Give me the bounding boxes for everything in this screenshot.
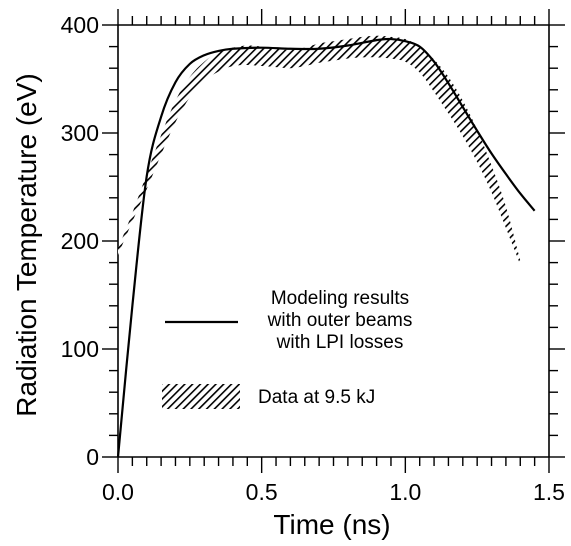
y-tick-label: 100 [61,336,99,362]
x-tick-label: 0.5 [246,479,278,505]
axis-ticks [102,9,565,473]
y-tick-labels: 0 100 200 300 400 [61,12,99,470]
y-tick-label: 400 [61,12,99,38]
y-axis-label: Radiation Temperature (eV) [11,73,42,416]
x-tick-label: 1.5 [533,479,565,505]
y-tick-label: 0 [86,444,99,470]
legend-model-label: with LPI losses [276,332,404,353]
x-tick-labels: 0.0 0.5 1.0 1.5 [102,479,565,505]
x-tick-label: 1.0 [389,479,421,505]
model-line-layer [116,37,536,458]
legend-model-label: Modeling results [271,288,409,309]
x-tick-label: 0.0 [102,479,134,505]
model-line [116,37,536,458]
legend-band-sample [162,384,240,409]
y-tick-label: 200 [61,228,99,254]
data-band-9-5-kj [118,35,521,265]
x-axis-label: Time (ns) [273,509,390,540]
y-tick-label: 300 [61,120,99,146]
legend-band-label: Data at 9.5 kJ [258,387,375,408]
legend-model-label: with outer beams [267,310,413,331]
data-band-layer [118,35,521,265]
